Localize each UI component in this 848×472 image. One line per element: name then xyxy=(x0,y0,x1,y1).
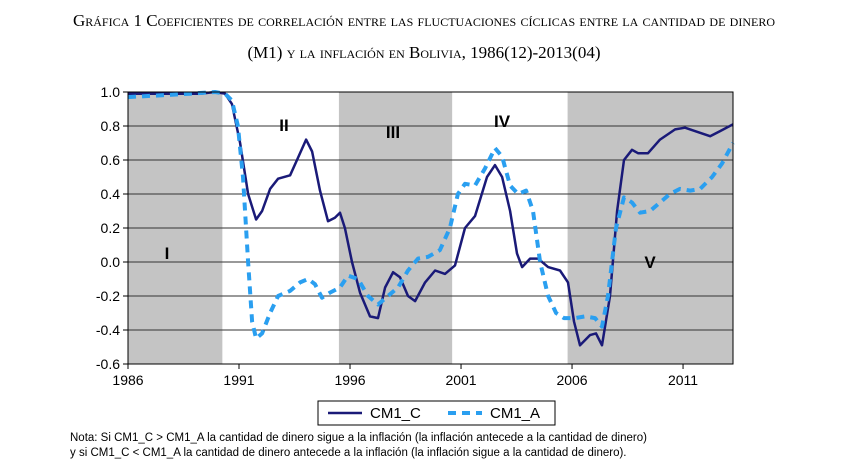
y-tick-label: 0.6 xyxy=(101,152,121,168)
note-line: Nota: Si CM1_C > CM1_A la cantidad de di… xyxy=(70,432,647,444)
legend-label: CM1_A xyxy=(490,405,540,422)
note-line: y si CM1_C < CM1_A la cantidad de dinero… xyxy=(70,447,627,459)
chart-title-line: Gráfica 1 Coeficientes de correlación en… xyxy=(73,11,775,30)
y-tick-label: 0.0 xyxy=(101,254,121,270)
y-tick-label: -0.4 xyxy=(96,322,120,338)
legend-label: CM1_C xyxy=(370,405,421,422)
period-label: III xyxy=(386,123,400,142)
y-tick-label: 1.0 xyxy=(101,84,121,100)
y-tick-label: 0.4 xyxy=(101,186,121,202)
x-tick-label: 2001 xyxy=(445,372,476,388)
y-tick-label: 0.2 xyxy=(101,220,121,236)
x-tick-label: 2006 xyxy=(556,372,587,388)
period-label: I xyxy=(165,244,170,263)
series-line xyxy=(128,90,734,347)
y-tick-label: -0.6 xyxy=(96,356,120,372)
chart-title-line: (M1) y la inflación en Bolivia, 1986(12)… xyxy=(248,43,601,62)
series-line xyxy=(127,90,735,341)
x-tick-label: 1991 xyxy=(223,372,254,388)
y-tick-label: -0.2 xyxy=(96,288,120,304)
period-label: II xyxy=(279,116,288,135)
x-tick-label: 2011 xyxy=(668,372,698,388)
plot-frame xyxy=(127,91,734,365)
period-label: IV xyxy=(494,112,511,131)
y-tick-label: 0.8 xyxy=(101,118,121,134)
x-tick-label: 1986 xyxy=(112,372,143,388)
x-tick-label: 1996 xyxy=(334,372,365,388)
period-label: V xyxy=(644,253,656,272)
